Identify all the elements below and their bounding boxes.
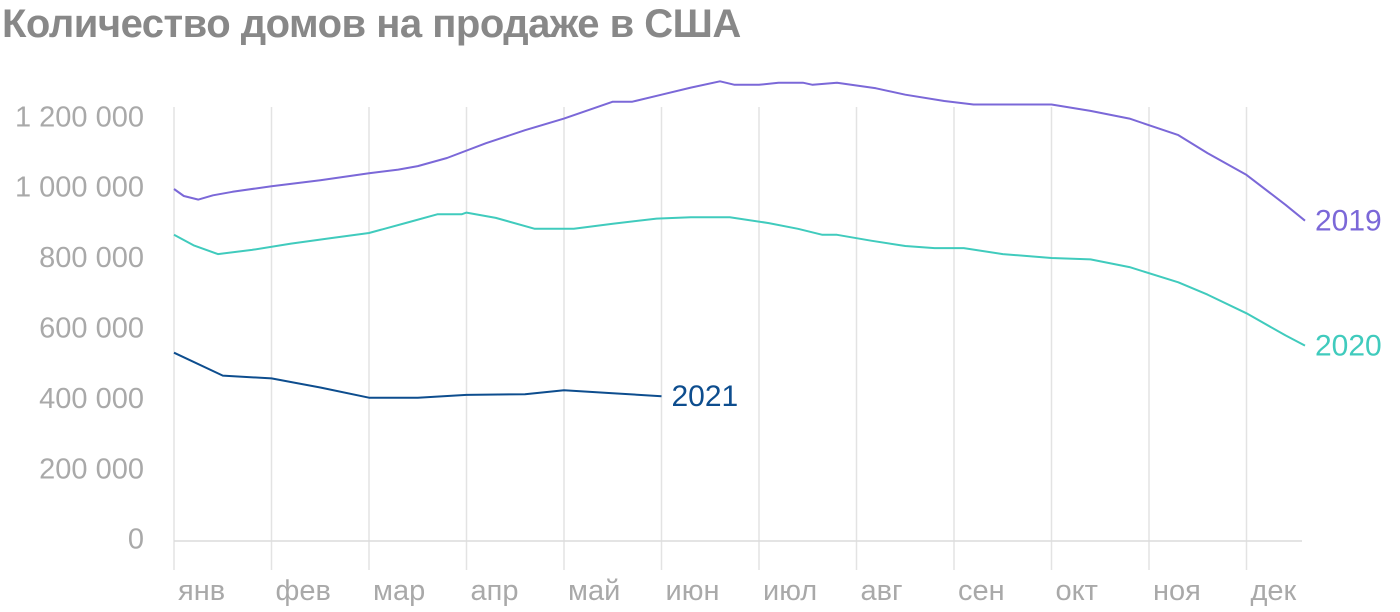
y-tick-label: 800 000 [39, 242, 144, 274]
x-tick-label: ноя [1153, 575, 1201, 607]
series-line-2019 [173, 80, 1306, 222]
x-tick-label: май [568, 575, 620, 607]
series-layer [173, 80, 1306, 399]
x-tick-label: окт [1056, 575, 1098, 607]
series-label-2020: 2020 [1315, 330, 1382, 363]
y-tick-label: 0 [128, 524, 144, 556]
series-label-2021: 2021 [672, 380, 739, 413]
x-tick-label: авг [861, 575, 903, 607]
series-label-2019: 2019 [1315, 205, 1382, 238]
x-tick-label: сен [958, 575, 1005, 607]
x-tick-label: янв [178, 575, 225, 607]
y-tick-label: 400 000 [39, 383, 144, 415]
x-tick-label: мар [373, 575, 425, 607]
x-tick-label: дек [1251, 575, 1297, 607]
chart-title: Количество домов на продаже в США [2, 2, 741, 46]
series-label-layer: 2019 2020 2021 [672, 205, 1382, 414]
y-tick-label: 1 200 000 [15, 101, 144, 133]
x-tick-label: июл [763, 575, 817, 607]
x-tick-label: апр [471, 575, 519, 607]
series-line-2021 [173, 351, 662, 399]
y-tick-label: 200 000 [39, 453, 144, 485]
axis-layer: янв фев мар апр май июн июл авг сен окт ноя дек 0 200… [15, 101, 1297, 607]
x-tick-label: фев [276, 575, 331, 607]
y-tick-label: 1 000 000 [15, 172, 144, 204]
x-tick-label: июн [666, 575, 720, 607]
series-line-2020 [173, 211, 1306, 347]
grid-layer [173, 107, 1302, 570]
y-tick-label: 600 000 [39, 312, 144, 344]
